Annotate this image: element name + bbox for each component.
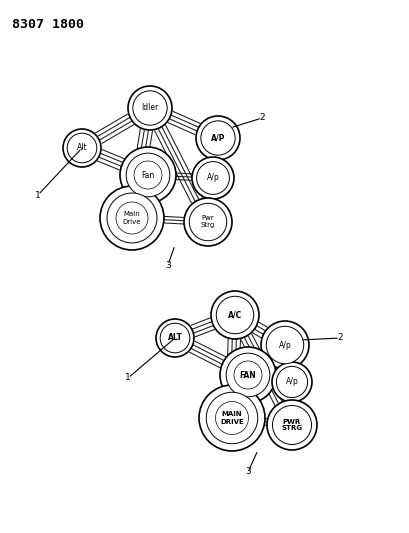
- Text: A/p: A/p: [206, 174, 219, 182]
- Text: 3: 3: [165, 261, 171, 270]
- Circle shape: [271, 362, 311, 402]
- Text: PWR
STRG: PWR STRG: [281, 418, 302, 432]
- Text: 1: 1: [35, 190, 41, 199]
- Circle shape: [200, 121, 235, 155]
- Text: Main
Drive: Main Drive: [122, 212, 141, 224]
- Circle shape: [206, 392, 257, 444]
- Circle shape: [215, 401, 248, 434]
- Circle shape: [211, 291, 258, 339]
- Circle shape: [198, 385, 264, 451]
- Circle shape: [126, 153, 169, 197]
- Circle shape: [265, 326, 303, 364]
- Text: ALT: ALT: [167, 334, 182, 343]
- Circle shape: [234, 361, 261, 389]
- Circle shape: [272, 406, 311, 445]
- Circle shape: [216, 296, 253, 334]
- Text: Fan: Fan: [141, 171, 154, 180]
- Text: A/P: A/P: [210, 133, 225, 142]
- Circle shape: [220, 347, 275, 403]
- Circle shape: [276, 366, 307, 398]
- Circle shape: [134, 161, 162, 189]
- Circle shape: [116, 202, 148, 234]
- Circle shape: [128, 86, 172, 130]
- Text: FAN: FAN: [239, 370, 256, 379]
- Circle shape: [155, 319, 193, 357]
- Circle shape: [160, 323, 189, 353]
- Text: Idler: Idler: [141, 103, 158, 112]
- Text: A/p: A/p: [278, 341, 291, 350]
- Circle shape: [196, 161, 229, 195]
- Text: 3: 3: [245, 467, 250, 477]
- Circle shape: [189, 203, 226, 241]
- Circle shape: [261, 321, 308, 369]
- Circle shape: [100, 186, 164, 250]
- Circle shape: [133, 91, 167, 125]
- Text: 8307 1800: 8307 1800: [12, 18, 84, 31]
- Circle shape: [120, 147, 175, 203]
- Circle shape: [226, 353, 269, 397]
- Text: 1: 1: [125, 374, 130, 383]
- Circle shape: [67, 133, 97, 163]
- Circle shape: [184, 198, 231, 246]
- Text: Alt: Alt: [76, 143, 87, 152]
- Text: 2: 2: [258, 114, 264, 123]
- Circle shape: [196, 116, 239, 160]
- Circle shape: [266, 400, 316, 450]
- Text: A/C: A/C: [227, 311, 242, 319]
- Text: A/p: A/p: [285, 377, 298, 386]
- Circle shape: [63, 129, 101, 167]
- Text: MAIN
DRIVE: MAIN DRIVE: [220, 411, 243, 424]
- Circle shape: [107, 193, 157, 243]
- Circle shape: [191, 157, 234, 199]
- Text: Pwr
Strg: Pwr Strg: [200, 215, 215, 229]
- Text: 2: 2: [336, 334, 342, 343]
